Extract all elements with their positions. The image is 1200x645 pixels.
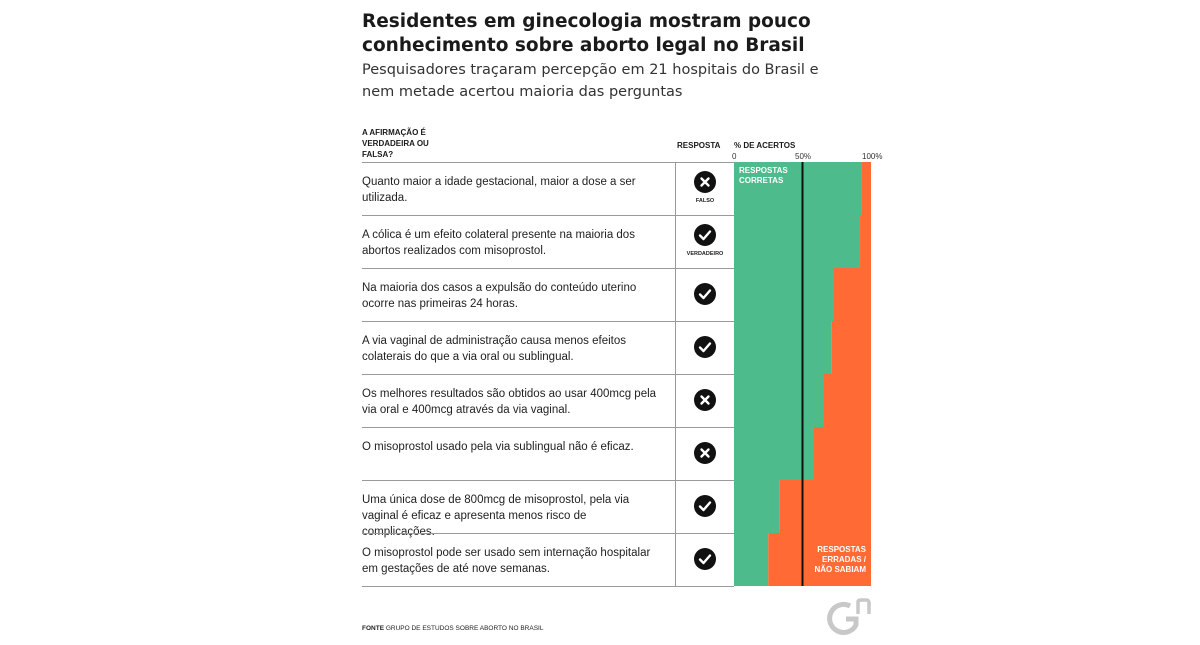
bar-wrong	[831, 321, 871, 374]
statement-text: Quanto maior a idade gestacional, maior …	[362, 176, 636, 204]
chart-title: Residentes em ginecologia mostram pouco …	[362, 11, 811, 56]
bar-wrong	[861, 162, 871, 215]
row-divider-top	[362, 162, 734, 163]
tick-label-100: 100%	[862, 152, 883, 161]
row-divider	[362, 427, 734, 428]
gn-logo	[827, 598, 871, 635]
bar-correct	[734, 533, 769, 586]
row-divider	[362, 480, 734, 481]
tick-label-0: 0	[732, 152, 737, 161]
x-icon	[694, 389, 716, 411]
statement-text: Uma única dose de 800mcg de misoprostol,…	[362, 494, 630, 538]
correct-label-line2: CORRETAS	[739, 176, 784, 185]
bar-wrong	[813, 427, 871, 480]
tick-label-50: 50%	[795, 152, 812, 161]
check-icon	[694, 336, 716, 358]
wrong-series-label: RESPOSTAS ERRADAS / NÃO SABIAM	[806, 545, 866, 575]
bar-correct	[734, 427, 814, 480]
source-bold: FONTE	[362, 625, 385, 632]
column-divider	[675, 162, 676, 586]
bar-correct	[734, 162, 862, 215]
bar-correct	[734, 480, 780, 533]
statement-column-header: A AFIRMAÇÃO É VERDADEIRA OU FALSA?	[362, 128, 429, 159]
row-divider	[362, 321, 734, 322]
bar-wrong	[860, 215, 871, 268]
x-icon	[694, 171, 716, 193]
row-divider	[362, 268, 734, 269]
bar-correct	[734, 215, 861, 268]
check-icon	[694, 283, 716, 305]
check-icon	[694, 224, 716, 246]
bar-wrong	[823, 374, 871, 427]
source-text: GRUPO DE ESTUDOS SOBRE ABORTO NO BRASIL	[385, 625, 544, 632]
correct-label-line1: RESPOSTAS	[739, 166, 788, 175]
wrong-label-line3: NÃO SABIAM	[814, 565, 866, 574]
stacked-bar-chart	[734, 162, 871, 586]
statement-text: O misoprostol pode ser usado sem interna…	[362, 547, 651, 575]
bar-correct	[734, 321, 832, 374]
row-divider	[362, 374, 734, 375]
statement-text: A cólica é um efeito colateral presente …	[362, 229, 635, 257]
check-icon	[694, 495, 716, 517]
wrong-label-line2: ERRADAS /	[821, 555, 866, 564]
answer-label-true: VERDADEIRO	[686, 251, 724, 257]
percent-column-header: % DE ACERTOS	[734, 141, 796, 150]
row-divider	[362, 586, 734, 587]
statement-text: O misoprostol usado pela via sublingual …	[362, 441, 634, 453]
statement-text: Os melhores resultados são obtidos ao us…	[362, 388, 657, 416]
row-divider	[362, 215, 734, 216]
answer-column-header: RESPOSTA	[677, 141, 721, 150]
bar-correct	[734, 268, 835, 321]
row-divider	[362, 533, 734, 534]
correct-series-label: RESPOSTAS CORRETAS	[739, 166, 788, 186]
bar-correct	[734, 374, 824, 427]
source-note: FONTE GRUPO DE ESTUDOS SOBRE ABORTO NO B…	[362, 625, 543, 632]
x-icon	[694, 442, 716, 464]
chart-subtitle: Pesquisadores traçaram percepção em 21 h…	[362, 62, 819, 100]
bar-wrong	[779, 480, 871, 533]
statement-text: A via vaginal de administração causa men…	[362, 335, 627, 363]
bar-wrong	[768, 533, 871, 586]
check-icon	[694, 548, 716, 570]
statement-text: Na maioria dos casos a expulsão do conte…	[362, 282, 637, 310]
bar-wrong	[834, 268, 871, 321]
wrong-label-line1: RESPOSTAS	[817, 545, 866, 554]
answer-label-false: FALSO	[695, 198, 715, 204]
